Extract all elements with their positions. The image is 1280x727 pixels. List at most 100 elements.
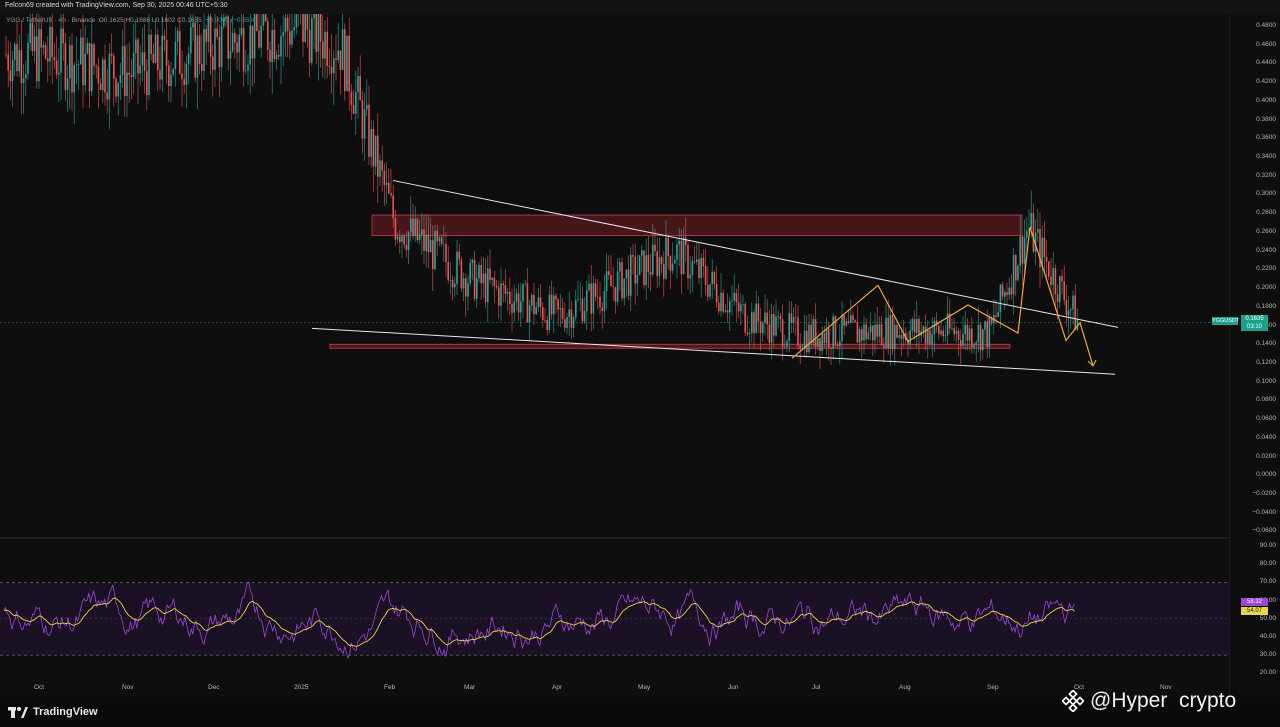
- candle-body: [311, 18, 313, 63]
- candle-body: [643, 250, 645, 286]
- candle-body: [1019, 236, 1021, 267]
- candle-body: [104, 59, 106, 93]
- candle-body: [271, 29, 273, 63]
- candle-body: [685, 237, 687, 246]
- candle-body: [267, 21, 269, 50]
- candle-body: [225, 16, 227, 19]
- candle-body: [317, 14, 320, 52]
- candle-body: [394, 218, 397, 240]
- rsi-tick: 40.00: [1259, 633, 1276, 640]
- candle-body: [733, 293, 735, 301]
- time-tick: Nov: [1160, 684, 1172, 691]
- candle-body: [927, 330, 929, 344]
- candle-body: [344, 29, 346, 92]
- candle-body: [702, 257, 705, 267]
- candle-body: [423, 229, 425, 251]
- candle-body: [421, 229, 423, 235]
- candle-body: [627, 269, 630, 296]
- candle-body: [55, 60, 58, 75]
- candle-body: [660, 257, 663, 265]
- candle-body: [135, 39, 137, 53]
- candle-body: [498, 287, 500, 306]
- candle-body: [427, 234, 430, 253]
- candle-body: [788, 313, 790, 341]
- candle-body: [198, 35, 201, 64]
- candle-body: [478, 264, 480, 279]
- candle-body: [764, 312, 766, 323]
- tradingview-logo[interactable]: TradingView: [8, 705, 98, 719]
- candle-body: [33, 36, 36, 52]
- pattern-path: [791, 227, 1094, 366]
- price-chart[interactable]: [0, 14, 1230, 696]
- candle-body: [861, 329, 863, 341]
- candle-body: [638, 255, 641, 275]
- candle-body: [176, 30, 179, 42]
- candle-body: [7, 54, 9, 71]
- symbol-legend[interactable]: YGG / TetherUS · 4h · Binance O0.1625 H0…: [6, 17, 257, 24]
- candle-body: [174, 41, 177, 69]
- candle-body: [944, 335, 947, 337]
- candle-body: [379, 160, 381, 177]
- candle-body: [322, 41, 324, 59]
- candle-body: [566, 316, 568, 328]
- candle-body: [825, 328, 828, 344]
- candle-body: [775, 316, 777, 336]
- time-tick: Jun: [728, 684, 739, 691]
- top-bar: Felcon69 created with TradingView.com, S…: [0, 0, 1280, 14]
- candle-body: [280, 35, 282, 57]
- watermark: @Hyper crypto: [1062, 689, 1236, 713]
- candle-body: [141, 52, 144, 66]
- candle-body: [22, 78, 25, 84]
- candle-body: [319, 14, 322, 42]
- candle-body: [737, 302, 740, 312]
- candle-body: [253, 14, 256, 59]
- candle-body: [691, 261, 694, 276]
- candle-body: [1001, 284, 1004, 297]
- candle-body: [207, 16, 210, 42]
- candle-body: [742, 304, 744, 305]
- candle-body: [73, 65, 75, 93]
- candle-body: [473, 259, 476, 299]
- candle-body: [790, 313, 793, 323]
- candle-body: [528, 305, 531, 323]
- candle-body: [335, 58, 337, 60]
- price-tick: −0.0600: [1252, 527, 1276, 535]
- pattern-arrowhead: [1087, 359, 1097, 367]
- candle-body: [1010, 287, 1013, 295]
- candle-body: [913, 319, 916, 333]
- candle-body: [698, 259, 700, 279]
- candle-body: [368, 104, 370, 157]
- candle-body: [396, 236, 399, 240]
- candle-body: [792, 317, 795, 323]
- candle-body: [997, 312, 999, 317]
- candle-body: [456, 251, 458, 284]
- candle-body: [75, 64, 78, 66]
- candle-body: [1070, 309, 1072, 311]
- candle-body: [258, 30, 260, 48]
- time-tick: Feb: [384, 684, 396, 691]
- candle-body: [262, 14, 265, 26]
- candle-body: [363, 109, 366, 139]
- candle-body: [751, 312, 753, 333]
- candle-body: [80, 37, 82, 65]
- candle-body: [586, 290, 588, 311]
- candle-body: [247, 64, 249, 71]
- time-tick: May: [638, 684, 651, 691]
- candle-body: [832, 316, 834, 349]
- candle-body: [689, 275, 691, 279]
- candle-body: [181, 73, 183, 80]
- candle-body: [306, 14, 309, 30]
- time-tick: Sep: [987, 684, 999, 691]
- candle-body: [440, 237, 443, 245]
- candle-body: [990, 317, 993, 324]
- candle-body: [414, 218, 416, 236]
- candle-body: [614, 286, 617, 302]
- candle-body: [608, 271, 610, 276]
- candle-body: [896, 324, 898, 338]
- candle-body: [676, 244, 678, 260]
- candle-body: [797, 317, 799, 346]
- candle-body: [196, 35, 199, 78]
- candle-body: [770, 313, 773, 343]
- candle-body: [594, 283, 597, 297]
- candle-body: [898, 335, 900, 338]
